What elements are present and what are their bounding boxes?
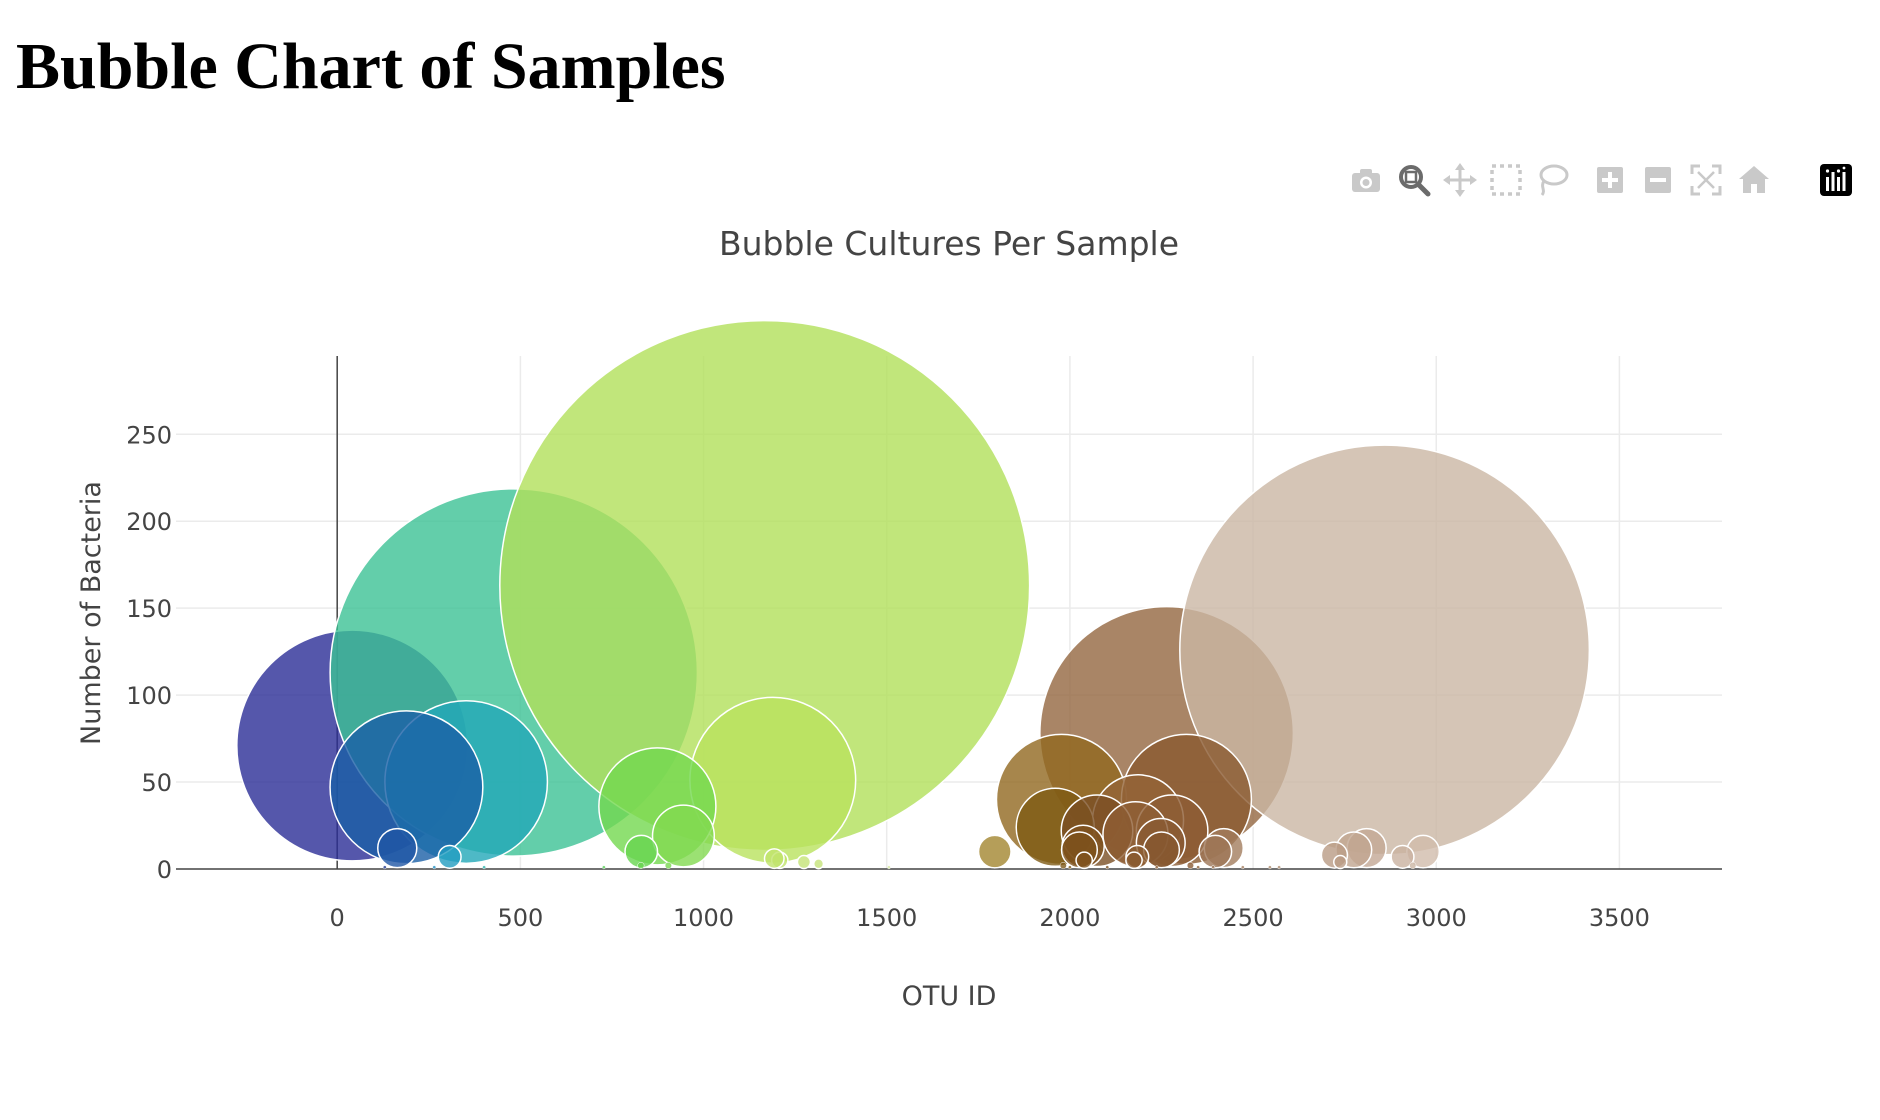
x-tick-label: 1500 <box>856 904 917 932</box>
lasso-select-button[interactable] <box>1532 160 1572 200</box>
plot-modebar <box>1346 160 1876 202</box>
y-tick-label: 100 <box>126 682 172 710</box>
bubble-point[interactable] <box>664 862 672 870</box>
bubble-point[interactable] <box>382 865 387 870</box>
box-select-button[interactable] <box>1486 160 1526 200</box>
autoscale-icon <box>1690 164 1722 196</box>
zoom-out-icon <box>1645 167 1671 193</box>
plotly-logo-icon <box>1820 164 1852 196</box>
bubble-point[interactable] <box>796 854 812 870</box>
x-tick-label: 1000 <box>673 904 734 932</box>
bubble-point[interactable] <box>1211 865 1216 870</box>
x-tick-label: 3000 <box>1406 904 1467 932</box>
bubble-point[interactable] <box>1198 834 1233 869</box>
bubble-point[interactable] <box>482 865 486 870</box>
bubble-point[interactable] <box>377 827 418 869</box>
bubble-point[interactable] <box>763 848 785 870</box>
bubble-point[interactable] <box>651 804 716 868</box>
plotly-logo-button[interactable] <box>1816 160 1856 200</box>
bubble-point[interactable] <box>1186 862 1194 870</box>
tick-labels: 0 500 1000 1500 2000 2500 3000 3500 0 50 100 150 200… <box>126 421 1650 932</box>
autoscale-button[interactable] <box>1686 160 1726 200</box>
bubble-point[interactable] <box>1333 854 1348 870</box>
bubble-point[interactable] <box>1196 865 1200 870</box>
chart-title: Bubble Cultures Per Sample <box>719 224 1179 263</box>
bubble-point[interactable] <box>1409 862 1417 870</box>
page-title: Bubble Chart of Samples <box>16 30 726 103</box>
x-tick-label: 2000 <box>1039 904 1100 932</box>
zoom-button[interactable] <box>1394 160 1434 200</box>
x-tick-label: 500 <box>497 904 543 932</box>
bubble-point[interactable] <box>1277 865 1281 870</box>
x-tick-label: 0 <box>330 904 345 932</box>
bubble-point[interactable] <box>1390 844 1415 869</box>
bubble-point[interactable] <box>437 844 462 869</box>
home-icon <box>1739 166 1769 193</box>
y-tick-label: 0 <box>157 856 172 884</box>
bubble-point[interactable] <box>1142 831 1181 869</box>
zoom-icon <box>1399 165 1431 197</box>
zoom-out-button[interactable] <box>1638 160 1678 200</box>
bubble-point[interactable] <box>1068 865 1072 870</box>
y-tick-label: 150 <box>126 595 172 623</box>
bubble-point[interactable] <box>1154 865 1159 870</box>
x-tick-label: 2500 <box>1223 904 1284 932</box>
reset-axes-button[interactable] <box>1734 160 1774 200</box>
zoom-in-button[interactable] <box>1590 160 1630 200</box>
bubble-point[interactable] <box>812 858 825 870</box>
x-axis-title: OTU ID <box>902 981 997 1012</box>
bubble-point[interactable] <box>602 865 606 870</box>
y-tick-label: 250 <box>126 421 172 449</box>
zoom-in-icon <box>1597 167 1623 193</box>
x-tick-label: 3500 <box>1589 904 1650 932</box>
box-select-icon <box>1490 164 1522 196</box>
bubble-point[interactable] <box>1105 865 1110 870</box>
lasso-icon <box>1539 164 1569 196</box>
pan-icon <box>1443 163 1477 197</box>
bubble-point[interactable] <box>1240 865 1245 870</box>
y-tick-label: 50 <box>141 769 172 797</box>
y-axis-title: Number of Bacteria <box>76 481 107 745</box>
y-tick-label: 200 <box>126 508 172 536</box>
bubble-point[interactable] <box>1125 851 1143 870</box>
camera-icon <box>1352 169 1380 192</box>
bubble-point[interactable] <box>887 865 891 870</box>
download-plot-button[interactable] <box>1346 160 1386 200</box>
bubble-point[interactable] <box>637 862 645 870</box>
pan-button[interactable] <box>1440 160 1480 200</box>
bubble-point[interactable] <box>432 865 437 870</box>
bubble-point[interactable] <box>977 834 1012 869</box>
bubble-series[interactable] <box>236 319 1591 870</box>
bubble-point[interactable] <box>1268 865 1272 870</box>
bubble-point[interactable] <box>1075 851 1094 870</box>
bubble-point[interactable] <box>1059 862 1067 870</box>
